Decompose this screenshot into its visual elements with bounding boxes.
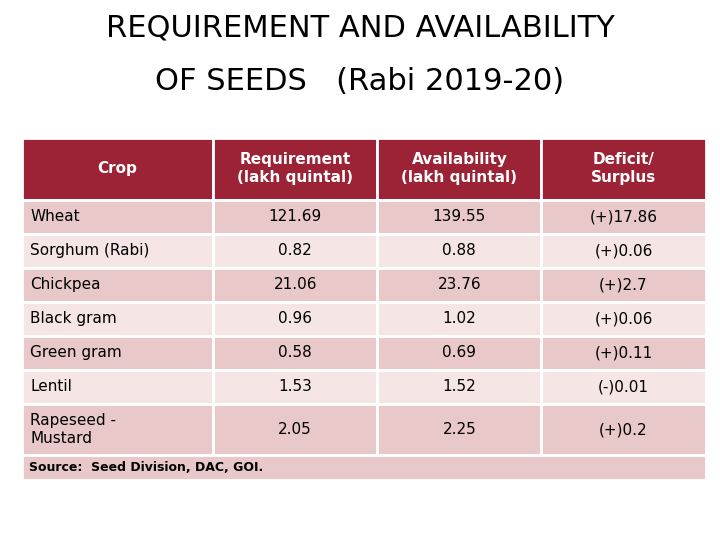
Text: 1.02: 1.02 xyxy=(443,312,476,326)
Text: 0.58: 0.58 xyxy=(279,346,312,360)
Text: Crop: Crop xyxy=(97,161,138,176)
Text: 0.88: 0.88 xyxy=(443,244,476,258)
Text: Rapeseed -
Mustard: Rapeseed - Mustard xyxy=(30,413,116,446)
Text: (+)0.06: (+)0.06 xyxy=(594,244,653,258)
Text: 121.69: 121.69 xyxy=(269,210,322,224)
Text: Black gram: Black gram xyxy=(30,312,117,326)
Text: Wheat: Wheat xyxy=(30,210,80,224)
Text: 0.69: 0.69 xyxy=(442,346,477,360)
Text: 1.52: 1.52 xyxy=(443,380,476,394)
Text: 1.53: 1.53 xyxy=(278,380,312,394)
Text: 0.96: 0.96 xyxy=(278,312,312,326)
Text: Sorghum (Rabi): Sorghum (Rabi) xyxy=(30,244,150,258)
Text: 2.05: 2.05 xyxy=(279,422,312,437)
Text: (+)17.86: (+)17.86 xyxy=(590,210,657,224)
Text: OF SEEDS   (Rabi 2019-20): OF SEEDS (Rabi 2019-20) xyxy=(156,68,564,97)
Text: 23.76: 23.76 xyxy=(438,278,481,292)
Text: 139.55: 139.55 xyxy=(433,210,486,224)
Text: (+)0.2: (+)0.2 xyxy=(599,422,648,437)
Text: 21.06: 21.06 xyxy=(274,278,317,292)
Text: REQUIREMENT AND AVAILABILITY: REQUIREMENT AND AVAILABILITY xyxy=(106,14,614,43)
Text: Deficit/
Surplus: Deficit/ Surplus xyxy=(591,152,656,185)
Text: (-)0.01: (-)0.01 xyxy=(598,380,649,394)
Text: Lentil: Lentil xyxy=(30,380,72,394)
Text: Source:  Seed Division, DAC, GOI.: Source: Seed Division, DAC, GOI. xyxy=(29,461,263,474)
Text: Green gram: Green gram xyxy=(30,346,122,360)
Text: Availability
(lakh quintal): Availability (lakh quintal) xyxy=(401,152,518,185)
Text: (+)2.7: (+)2.7 xyxy=(599,278,648,292)
Text: Chickpea: Chickpea xyxy=(30,278,101,292)
Text: Requirement
(lakh quintal): Requirement (lakh quintal) xyxy=(237,152,354,185)
Text: 0.82: 0.82 xyxy=(279,244,312,258)
Text: (+)0.06: (+)0.06 xyxy=(594,312,653,326)
Text: (+)0.11: (+)0.11 xyxy=(595,346,652,360)
Text: 2.25: 2.25 xyxy=(443,422,476,437)
